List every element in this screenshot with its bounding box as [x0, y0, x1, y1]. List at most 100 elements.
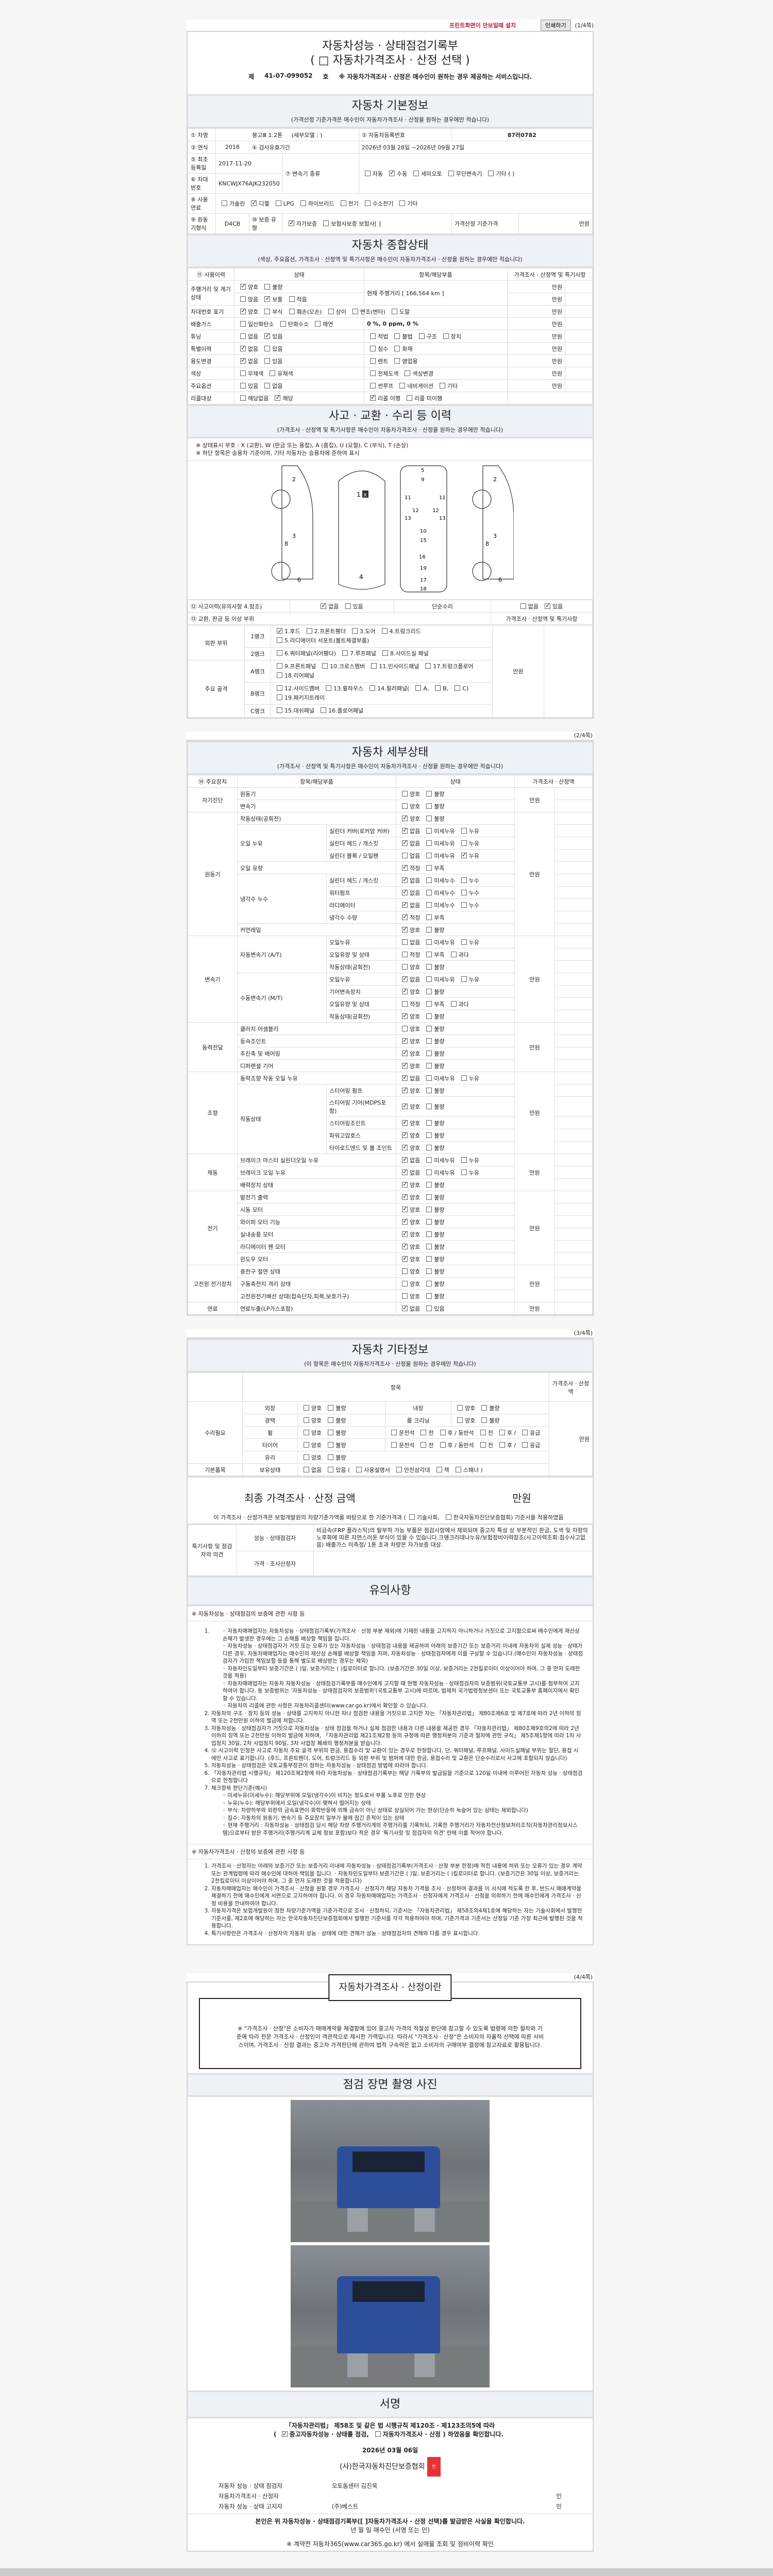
checkbox-option[interactable]: 기타	[396, 199, 418, 208]
checkbox-option[interactable]: 부족	[423, 1000, 445, 1008]
checkbox-icon[interactable]	[370, 345, 376, 351]
checkbox-checked-icon[interactable]	[402, 888, 408, 895]
checkbox-option[interactable]: 없음	[399, 888, 420, 897]
checkbox-icon[interactable]	[364, 200, 371, 206]
checkbox-option[interactable]: 불량	[423, 1292, 445, 1300]
checkbox-option[interactable]: 해당	[272, 394, 293, 402]
checkbox-icon[interactable]	[277, 637, 282, 643]
checkbox-option[interactable]: 양호	[399, 1193, 420, 1201]
checkbox-option[interactable]: 네비게이션	[396, 382, 433, 390]
checkbox-option[interactable]: 장치	[440, 332, 461, 341]
checkbox-option[interactable]: 양호	[454, 1404, 475, 1412]
checkbox-option[interactable]: 자동차가격조사 · 산정 ) 하였음을 확인합니다.	[372, 2430, 503, 2439]
checkbox-icon[interactable]	[426, 1256, 432, 1262]
checkbox-icon[interactable]	[426, 1218, 432, 1225]
checkbox-checked-icon[interactable]	[402, 1255, 408, 1262]
checkbox-option[interactable]: 미세누유	[423, 1074, 455, 1082]
checkbox-option[interactable]: 불량	[423, 1025, 445, 1033]
checkbox-option[interactable]: 불량	[423, 1049, 445, 1058]
checkbox-icon[interactable]	[370, 370, 376, 376]
checkbox-icon[interactable]	[413, 170, 419, 176]
checkbox-icon[interactable]	[461, 889, 467, 895]
checkbox-icon[interactable]	[371, 663, 377, 669]
checkbox-icon[interactable]	[345, 603, 351, 609]
checkbox-icon[interactable]	[394, 358, 400, 364]
checkbox-icon[interactable]	[426, 1206, 432, 1212]
checkbox-option[interactable]: 구조	[416, 332, 437, 341]
checkbox-checked-icon[interactable]	[402, 1156, 408, 1163]
checkbox-icon[interactable]	[426, 939, 432, 945]
checkbox-option[interactable]: 하이브리드	[297, 199, 334, 208]
checkbox-icon[interactable]	[240, 370, 246, 376]
checkbox-option[interactable]: 불량	[261, 283, 283, 291]
checkbox-option[interactable]: 불량	[423, 926, 445, 934]
checkbox-option[interactable]: 15.대쉬패널	[274, 706, 314, 716]
checkbox-option[interactable]: 없음	[399, 1074, 420, 1082]
checkbox-icon[interactable]	[443, 333, 449, 339]
checkbox-option[interactable]: 무채색	[237, 369, 263, 378]
checkbox-option[interactable]: 해당없음	[237, 394, 268, 402]
checkbox-option[interactable]: 렌트	[367, 357, 388, 365]
checkbox-option[interactable]: 양호	[300, 1453, 322, 1462]
checkbox-option[interactable]: 없음	[399, 1168, 420, 1177]
checkbox-option[interactable]: 불량	[423, 1119, 445, 1127]
checkbox-option[interactable]: 양호	[399, 1255, 420, 1263]
checkbox-option[interactable]: 양호	[399, 1267, 420, 1276]
checkbox-icon[interactable]	[461, 976, 467, 982]
checkbox-icon[interactable]	[481, 1404, 488, 1411]
checkbox-icon[interactable]	[396, 1466, 402, 1472]
checkbox-icon[interactable]	[426, 1169, 432, 1175]
checkbox-option[interactable]: 양호	[454, 1416, 475, 1425]
checkbox-icon[interactable]	[418, 333, 425, 339]
checkbox-icon[interactable]	[391, 1442, 397, 1448]
checkbox-checked-icon[interactable]	[288, 219, 294, 226]
checkbox-icon[interactable]	[488, 170, 494, 176]
checkbox-option[interactable]: 없음	[237, 357, 258, 365]
checkbox-icon[interactable]	[426, 951, 432, 957]
checkbox-option[interactable]: 양호	[399, 963, 420, 971]
checkbox-option[interactable]: 없음	[399, 1304, 420, 1313]
checkbox-option[interactable]: 있음	[237, 382, 258, 390]
checkbox-option[interactable]: 화재	[391, 345, 413, 353]
checkbox-option[interactable]: 한국자동차진단보증협회) 기준서를 적용하였음	[443, 1513, 563, 1521]
checkbox-option[interactable]: 누유	[458, 839, 479, 848]
checkbox-option[interactable]: LPG	[273, 200, 294, 207]
checkbox-icon[interactable]	[426, 963, 432, 970]
checkbox-checked-icon[interactable]	[402, 901, 408, 908]
checkbox-option[interactable]: 양호	[399, 1143, 420, 1152]
checkbox-checked-icon[interactable]	[389, 169, 395, 176]
checkbox-option[interactable]: 변조(변타)	[349, 308, 385, 316]
checkbox-option[interactable]: 양호	[399, 1230, 420, 1239]
checkbox-icon[interactable]	[323, 221, 329, 226]
checkbox-icon[interactable]	[402, 803, 408, 809]
checkbox-option[interactable]: 기술사회,	[406, 1513, 440, 1521]
checkbox-icon[interactable]	[289, 296, 295, 302]
checkbox-icon[interactable]	[352, 308, 358, 314]
checkbox-icon[interactable]	[304, 1417, 309, 1423]
checkbox-icon[interactable]	[394, 345, 400, 351]
checkbox-icon[interactable]	[426, 1075, 432, 1081]
checkbox-option[interactable]: 보험사보증 보험사[ ]	[320, 219, 381, 228]
checkbox-option[interactable]: 양호	[399, 1012, 420, 1021]
checkbox-icon[interactable]	[426, 1050, 432, 1056]
checkbox-option[interactable]: 누수	[458, 876, 479, 885]
print-button[interactable]: 인쇄하기	[541, 20, 571, 31]
checkbox-icon[interactable]	[264, 358, 271, 364]
checkbox-option[interactable]: 후 / 동반석	[437, 1429, 474, 1437]
checkbox-option[interactable]: 후 / 동반석	[437, 1441, 474, 1449]
checkbox-option[interactable]: 수동	[386, 169, 407, 178]
checkbox-icon[interactable]	[304, 1466, 309, 1472]
checkbox-icon[interactable]	[382, 650, 389, 656]
checkbox-icon[interactable]	[461, 1157, 467, 1163]
checkbox-option[interactable]: 양호	[399, 987, 420, 996]
checkbox-option[interactable]: 양호	[300, 1404, 322, 1412]
checkbox-option[interactable]: 누유	[458, 975, 479, 984]
checkbox-option[interactable]: 미세누유	[423, 1156, 455, 1164]
checkbox-option[interactable]: 없음	[399, 975, 420, 984]
checkbox-checked-icon[interactable]	[240, 344, 246, 351]
checkbox-option[interactable]: 없음	[317, 602, 339, 611]
checkbox-option[interactable]: 전	[477, 1429, 493, 1437]
install-link[interactable]: 프린트화면이 안보일때 설치	[449, 22, 516, 29]
checkbox-option[interactable]: 있음	[261, 345, 283, 353]
checkbox-icon[interactable]	[264, 382, 271, 388]
